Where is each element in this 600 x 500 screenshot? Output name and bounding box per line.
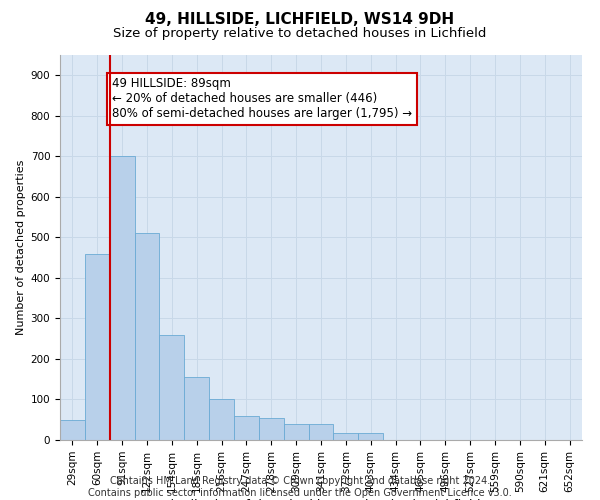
Bar	[234, 416, 259, 440]
Bar	[358, 432, 383, 440]
Bar	[308, 424, 334, 440]
Bar	[334, 432, 358, 440]
Bar	[184, 377, 209, 440]
Text: Contains HM Land Registry data © Crown copyright and database right 2024.
Contai: Contains HM Land Registry data © Crown c…	[88, 476, 512, 498]
Bar	[134, 234, 160, 440]
Y-axis label: Number of detached properties: Number of detached properties	[16, 160, 26, 335]
Text: Size of property relative to detached houses in Lichfield: Size of property relative to detached ho…	[113, 28, 487, 40]
Bar	[284, 424, 308, 440]
Bar	[110, 156, 134, 440]
Bar	[160, 334, 184, 440]
Bar	[85, 254, 110, 440]
Text: 49 HILLSIDE: 89sqm
← 20% of detached houses are smaller (446)
80% of semi-detach: 49 HILLSIDE: 89sqm ← 20% of detached hou…	[112, 78, 412, 120]
Bar	[259, 418, 284, 440]
X-axis label: Distribution of detached houses by size in Lichfield: Distribution of detached houses by size …	[161, 499, 481, 500]
Text: 49, HILLSIDE, LICHFIELD, WS14 9DH: 49, HILLSIDE, LICHFIELD, WS14 9DH	[145, 12, 455, 28]
Bar	[209, 400, 234, 440]
Bar	[60, 420, 85, 440]
